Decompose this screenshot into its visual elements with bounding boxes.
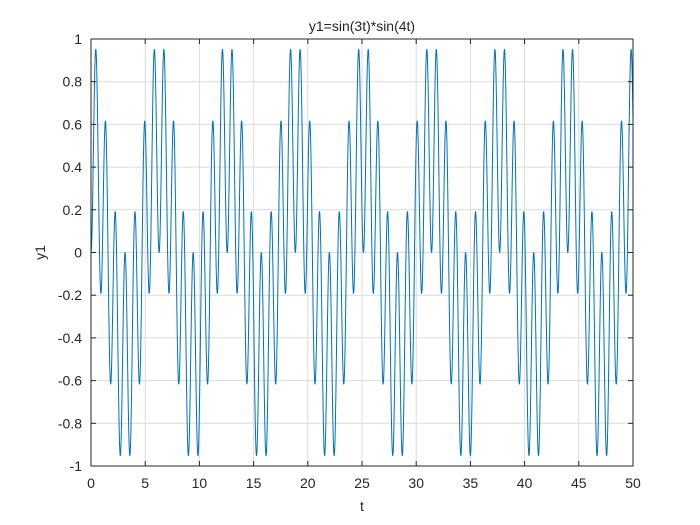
x-tick-label: 25 bbox=[354, 475, 370, 491]
x-axis-label: t bbox=[360, 498, 364, 514]
x-tick-label: 0 bbox=[87, 475, 95, 491]
y-tick-labels: 1 0.8 0.6 0.4 0.2 0 -0.2 -0.4 -0.6 -0.8 -1 bbox=[58, 31, 82, 474]
y-tick-label: -0.4 bbox=[58, 330, 82, 346]
x-tick-label: 10 bbox=[192, 475, 208, 491]
y-tick-label: 0.4 bbox=[63, 159, 83, 175]
y-tick-label: 0.2 bbox=[63, 202, 83, 218]
chart-title: y1=sin(3t)*sin(4t) bbox=[309, 18, 415, 34]
x-tick-label: 40 bbox=[517, 475, 533, 491]
y-tick-label: -0.6 bbox=[58, 373, 82, 389]
y-axis-label: y1 bbox=[32, 245, 48, 260]
x-tick-label: 5 bbox=[141, 475, 149, 491]
y-tick-label: -1 bbox=[70, 458, 83, 474]
x-tick-label: 30 bbox=[408, 475, 424, 491]
y-tick-label: 1 bbox=[74, 31, 82, 47]
plot-area bbox=[90, 38, 634, 467]
series-line-y1 bbox=[90, 48, 634, 457]
y-tick-label: 0 bbox=[74, 245, 82, 261]
grid-lines bbox=[91, 39, 633, 466]
y-tick-label: 0.6 bbox=[63, 116, 83, 132]
x-tick-label: 50 bbox=[625, 475, 641, 491]
x-tick-label: 15 bbox=[246, 475, 262, 491]
y-tick-label: -0.2 bbox=[58, 287, 82, 303]
y-tick-label: -0.8 bbox=[58, 415, 82, 431]
tick-marks bbox=[90, 38, 634, 467]
x-tick-labels: 0 5 10 15 20 25 30 35 40 45 50 bbox=[87, 475, 641, 491]
x-tick-label: 20 bbox=[300, 475, 316, 491]
x-tick-label: 45 bbox=[571, 475, 587, 491]
y-tick-label: 0.8 bbox=[63, 74, 83, 90]
x-tick-label: 35 bbox=[463, 475, 479, 491]
